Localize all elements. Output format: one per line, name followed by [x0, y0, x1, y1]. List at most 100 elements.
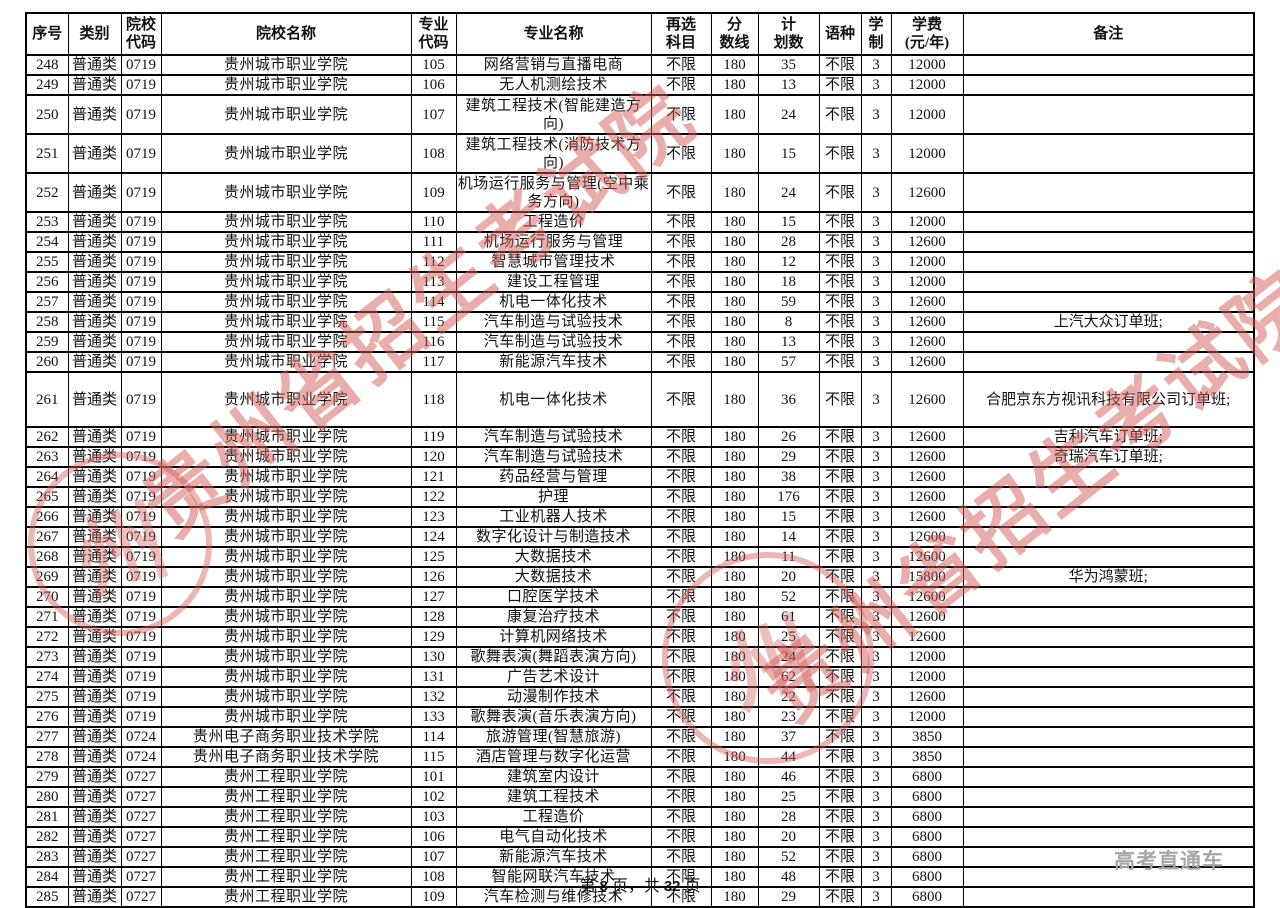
- table-cell: 3: [860, 666, 892, 688]
- table-cell: [962, 726, 1255, 748]
- table-cell: 6800: [890, 846, 964, 868]
- table-header-row: 序号 类别 院校 代码 院校名称 专业 代码 专业名称 再选 科目分 数线计 划数 语种 学制学…: [25, 12, 1255, 56]
- table-cell: 12600: [890, 446, 964, 468]
- table-cell: 工业机器人技术: [455, 506, 652, 528]
- table-cell: 281: [25, 806, 69, 828]
- table-cell: 不限: [650, 746, 712, 768]
- table-cell: 3: [860, 706, 892, 728]
- table-cell: 180: [710, 546, 759, 568]
- table-cell: [962, 74, 1255, 96]
- table-cell: 0719: [120, 626, 162, 648]
- table-cell: 不限: [650, 526, 712, 548]
- table-cell: 180: [710, 251, 759, 273]
- table-cell: 180: [710, 211, 759, 233]
- table-cell: 普通类: [67, 291, 122, 313]
- table-cell: 180: [710, 826, 759, 848]
- table-cell: 吉利汽车订单班;: [962, 426, 1255, 448]
- table-cell: [962, 291, 1255, 313]
- table-cell: 59: [757, 291, 820, 313]
- table-cell: 普通类: [67, 331, 122, 353]
- table-cell: 12600: [890, 231, 964, 253]
- table-cell: 3: [860, 331, 892, 353]
- column-header: 院校 代码: [120, 12, 162, 56]
- table-cell: [962, 606, 1255, 628]
- table-cell: 125: [410, 546, 457, 568]
- table-row: 257 普通类 0719 贵州城市职业学院 114 机电一体化技术 不限 180 59 不限 3 12…: [25, 291, 1255, 313]
- table-cell: 不限: [818, 446, 862, 468]
- table-cell: 252: [25, 172, 69, 213]
- table-cell: 贵州工程职业学院: [160, 826, 412, 848]
- table-cell: 180: [710, 786, 759, 808]
- table-cell: 不限: [650, 291, 712, 313]
- table-cell: [962, 666, 1255, 688]
- table-cell: 12600: [890, 172, 964, 213]
- table-cell: 新能源汽车技术: [455, 846, 652, 868]
- table-row: 279 普通类 0727 贵州工程职业学院 101 建筑室内设计 不限 180 46 不限 3 680…: [25, 766, 1255, 788]
- table-cell: 不限: [650, 94, 712, 135]
- table-cell: 180: [710, 846, 759, 868]
- table-cell: 普通类: [67, 866, 122, 888]
- page-footer: 第 8 页，共 32 页: [0, 872, 1280, 896]
- table-cell: 不限: [650, 626, 712, 648]
- table-cell: 贵州城市职业学院: [160, 371, 412, 428]
- table-cell: 建筑工程技术(智能建造方向): [455, 94, 652, 135]
- table-cell: 180: [710, 646, 759, 668]
- table-cell: [962, 54, 1255, 76]
- table-cell: 0727: [120, 846, 162, 868]
- admissions-plan-table: 序号 类别 院校 代码 院校名称 专业 代码 专业名称 再选 科目分 数线计 划数 语种 学制学…: [25, 12, 1255, 908]
- table-cell: 117: [410, 351, 457, 373]
- table-cell: [962, 846, 1255, 868]
- table-cell: 汽车制造与试验技术: [455, 426, 652, 448]
- table-cell: 180: [710, 331, 759, 353]
- table-cell: 12000: [890, 54, 964, 76]
- table-cell: 3: [860, 506, 892, 528]
- table-cell: 不限: [650, 606, 712, 628]
- table-cell: 248: [25, 54, 69, 76]
- table-cell: [962, 486, 1255, 508]
- table-cell: 6800: [890, 886, 964, 908]
- table-cell: 3: [860, 586, 892, 608]
- table-cell: 3: [860, 746, 892, 768]
- table-cell: 0719: [120, 646, 162, 668]
- table-cell: [962, 231, 1255, 253]
- table-cell: 普通类: [67, 466, 122, 488]
- table-cell: 不限: [650, 806, 712, 828]
- table-cell: 动漫制作技术: [455, 686, 652, 708]
- table-cell: 12000: [890, 211, 964, 233]
- table-cell: 255: [25, 251, 69, 273]
- table-cell: 124: [410, 526, 457, 548]
- table-row: 261 普通类 0719 贵州城市职业学院 118 机电一体化技术 不限 180 36 不限 3 12…: [25, 371, 1255, 428]
- table-cell: 贵州电子商务职业技术学院: [160, 726, 412, 748]
- table-cell: 不限: [818, 94, 862, 135]
- table-cell: 8: [757, 311, 820, 333]
- table-cell: 6800: [890, 766, 964, 788]
- table-cell: 273: [25, 646, 69, 668]
- table-cell: 15800: [890, 566, 964, 588]
- table-row: 275 普通类 0719 贵州城市职业学院 132 动漫制作技术 不限 180 22 不限 3 126…: [25, 686, 1255, 708]
- table-cell: 12600: [890, 371, 964, 428]
- table-cell: 114: [410, 726, 457, 748]
- table-cell: 6800: [890, 786, 964, 808]
- table-cell: [962, 133, 1255, 174]
- table-cell: 180: [710, 526, 759, 548]
- footer-prefix: 第: [579, 878, 600, 895]
- table-cell: 普通类: [67, 54, 122, 76]
- table-cell: 36: [757, 371, 820, 428]
- table-cell: 不限: [818, 486, 862, 508]
- table-cell: 0719: [120, 706, 162, 728]
- table-cell: 普通类: [67, 311, 122, 333]
- table-cell: 264: [25, 466, 69, 488]
- table-cell: 3: [860, 466, 892, 488]
- table-cell: 37: [757, 726, 820, 748]
- table-row: 249 普通类 0719 贵州城市职业学院 106 无人机测绘技术 不限 180 13 不限 3 12…: [25, 74, 1255, 96]
- table-cell: 3: [860, 866, 892, 888]
- table-cell: 贵州城市职业学院: [160, 172, 412, 213]
- table-cell: 贵州城市职业学院: [160, 526, 412, 548]
- table-cell: 不限: [818, 706, 862, 728]
- table-cell: 276: [25, 706, 69, 728]
- table-cell: [962, 746, 1255, 768]
- table-cell: 3: [860, 231, 892, 253]
- table-cell: [962, 211, 1255, 233]
- table-cell: 123: [410, 506, 457, 528]
- table-cell: 26: [757, 426, 820, 448]
